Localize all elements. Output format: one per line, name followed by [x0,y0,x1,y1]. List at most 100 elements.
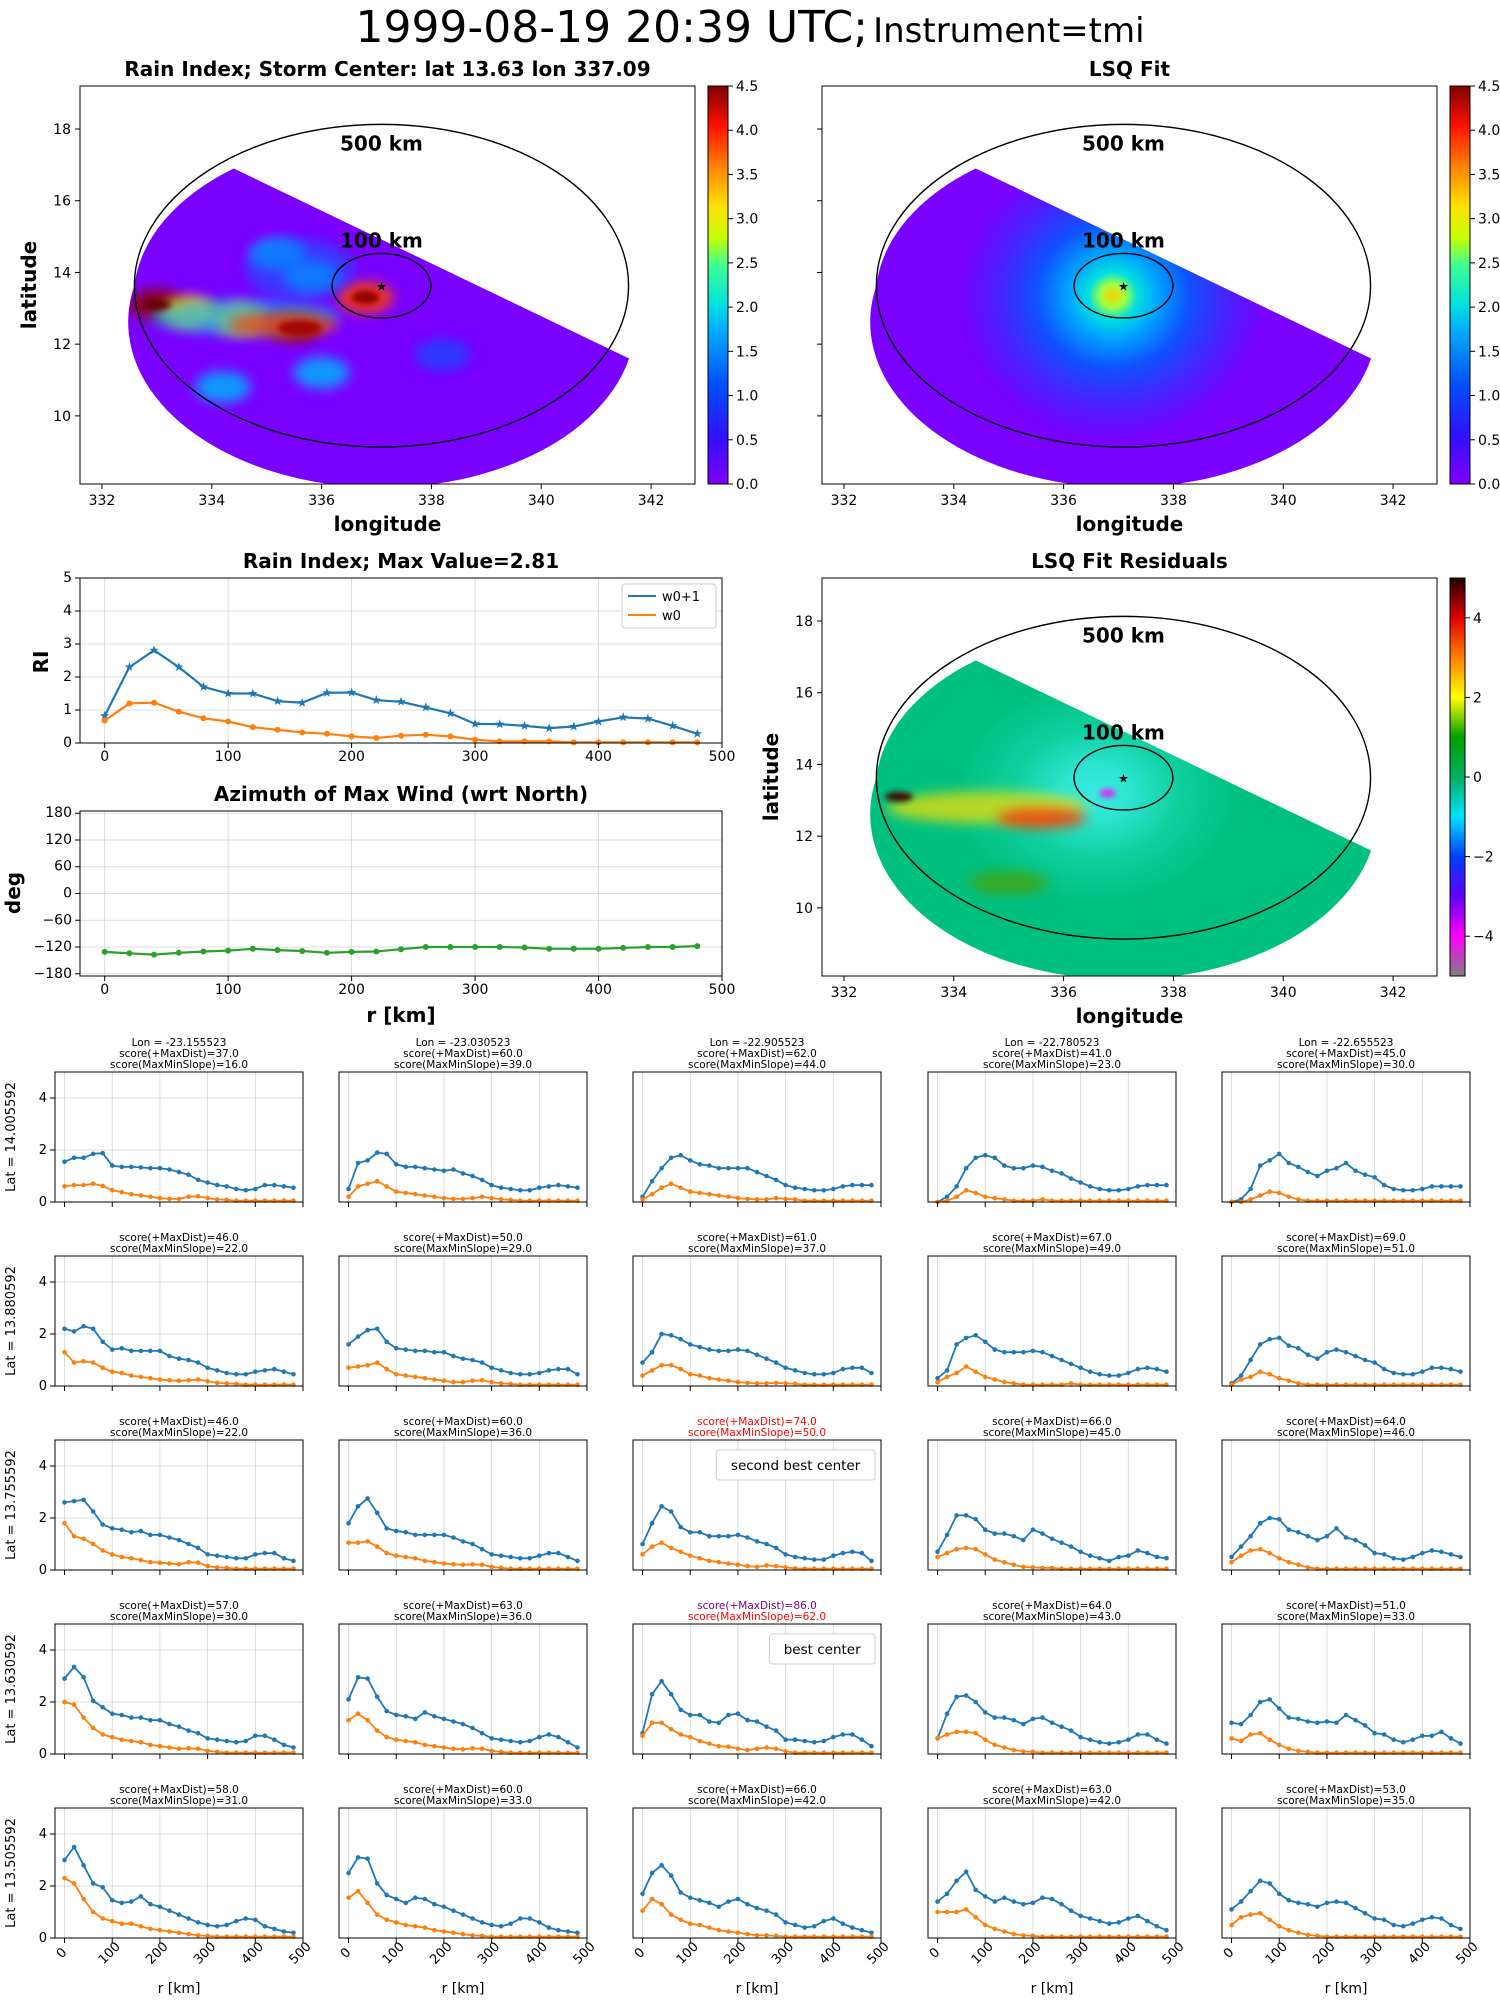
axes-frame [632,1807,882,1939]
data-point [451,1535,456,1540]
data-point [678,1152,683,1158]
data-point [764,1745,769,1750]
x-tick-label: 200 [1310,1939,1338,1967]
data-point [129,1556,134,1561]
data-point [1372,1730,1377,1736]
data-point [1116,1373,1122,1378]
data-point [460,1747,466,1752]
data-point [396,696,406,706]
data-point [1267,1158,1272,1163]
lsq-fit-map: 500 km 100 km ★ 332 334 336 338 340 342 LSQ Fit lo… [817,57,1500,536]
panel-title: score(+MaxDist)=69.0 [1286,1232,1406,1244]
grid-xlabel: r [km] [736,1981,779,1997]
data-point [973,1887,978,1893]
data-point [403,1554,409,1560]
data-point [129,1164,134,1170]
data-point [565,1929,571,1934]
x-tick-label: 100 [1263,1939,1291,1967]
data-point [1011,1349,1017,1355]
data-point [460,1379,466,1385]
data-point [1116,1554,1122,1560]
data-point [90,1326,96,1332]
data-point [174,662,184,672]
data-point [982,1710,988,1715]
data-point [200,715,207,722]
data-point [384,1184,389,1189]
data-point [1087,1369,1093,1374]
data-point [1229,1559,1234,1565]
data-point [249,724,256,731]
data-point [148,1717,153,1723]
data-point [944,1909,950,1915]
axes-frame [632,1071,882,1203]
x-tick-label: 300 [191,1939,219,1967]
data-point [119,1164,125,1170]
data-point [726,1533,731,1539]
data-point [413,1740,418,1745]
data-point [1126,1916,1131,1921]
figure-title: 1999-08-19 20:39 UTC; Instrument=tmi [0,2,1500,53]
data-point [659,1901,664,1907]
data-point [944,1891,950,1897]
data-point [773,1728,779,1733]
axes-frame [632,1439,882,1571]
data-point [773,1195,779,1201]
data-point [944,1532,950,1538]
data-point [489,1564,494,1570]
data-point [186,1745,191,1751]
data-point [393,1553,399,1558]
data-point [472,736,479,743]
panel-title: score(+MaxDist)=60.0 [403,1048,523,1060]
data-point [1267,1189,1272,1194]
data-point [460,1562,466,1568]
data-point [821,1372,827,1377]
x-tick-label: 338 [1160,985,1187,1001]
data-point [413,1164,418,1170]
data-point [1229,1907,1234,1912]
data-point [1248,1186,1253,1192]
data-point [460,1356,466,1361]
data-point [973,1333,978,1338]
data-point [1097,1556,1102,1561]
data-point [735,1195,741,1201]
data-point [243,1372,249,1377]
colorbar-tick-label: 2.5 [736,256,758,272]
data-point [1429,1548,1435,1553]
data-point [253,1186,258,1192]
data-point [393,1896,399,1902]
data-point [1257,1342,1263,1347]
y-tick-label: 4 [39,1459,47,1474]
x-tick-label: 500 [709,749,736,765]
data-point [1381,1552,1387,1557]
data-point [869,1743,874,1749]
data-point [764,1933,769,1938]
data-point [1040,1164,1045,1170]
data-point [1078,1180,1083,1185]
data-point [186,1728,191,1733]
panel-title: score(MaxMinSlope)=45.0 [983,1427,1121,1439]
data-point [413,1556,418,1561]
data-point [1021,1537,1026,1543]
data-point [498,1381,504,1386]
data-point [668,1545,674,1551]
data-point [393,1712,399,1718]
data-point [1429,1914,1435,1920]
data-point [489,1182,494,1188]
data-point [157,1348,163,1354]
data-point [565,1366,571,1372]
data-point [678,1185,683,1190]
data-point [195,1560,201,1566]
data-point [479,1546,485,1552]
data-point [1238,1914,1244,1920]
data-point [935,1554,940,1560]
data-point [697,1738,703,1744]
data-point [272,1550,277,1556]
axes-frame [79,577,723,744]
data-point [754,1719,760,1724]
data-point [1286,1194,1292,1200]
data-point [441,1349,447,1355]
series-line-0 [347,1676,578,1749]
data-point [346,1186,351,1192]
y-tick-label: 3 [63,636,72,652]
data-point [138,1348,144,1354]
